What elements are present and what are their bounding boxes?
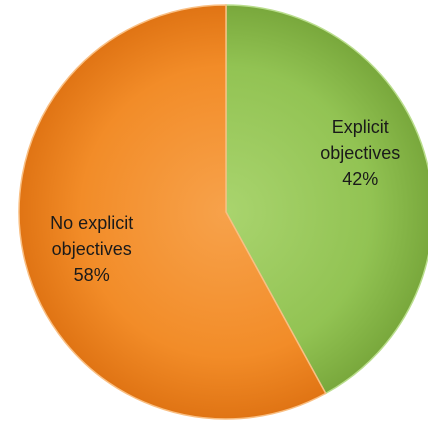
- pie-slice-label-line: objectives: [320, 143, 400, 163]
- pie-slice-label-line: Explicit: [332, 117, 389, 137]
- pie-slice-label-line: No explicit: [50, 213, 133, 233]
- pie-slice-2: [18, 4, 327, 420]
- pie-labels: Explicit objectives 42% No explicit objectiv…: [50, 117, 400, 285]
- pie-slice-label-1: Explicit objectives 42%: [320, 117, 400, 189]
- pie-slice-label-line: 58%: [74, 265, 110, 285]
- pie-slices: [18, 4, 428, 420]
- pie-slice-label-2: No explicit objectives 58%: [50, 213, 133, 285]
- pie-slice-label-line: objectives: [52, 239, 132, 259]
- pie-slice-1: [225, 4, 428, 395]
- pie-slice-label-line: 42%: [342, 169, 378, 189]
